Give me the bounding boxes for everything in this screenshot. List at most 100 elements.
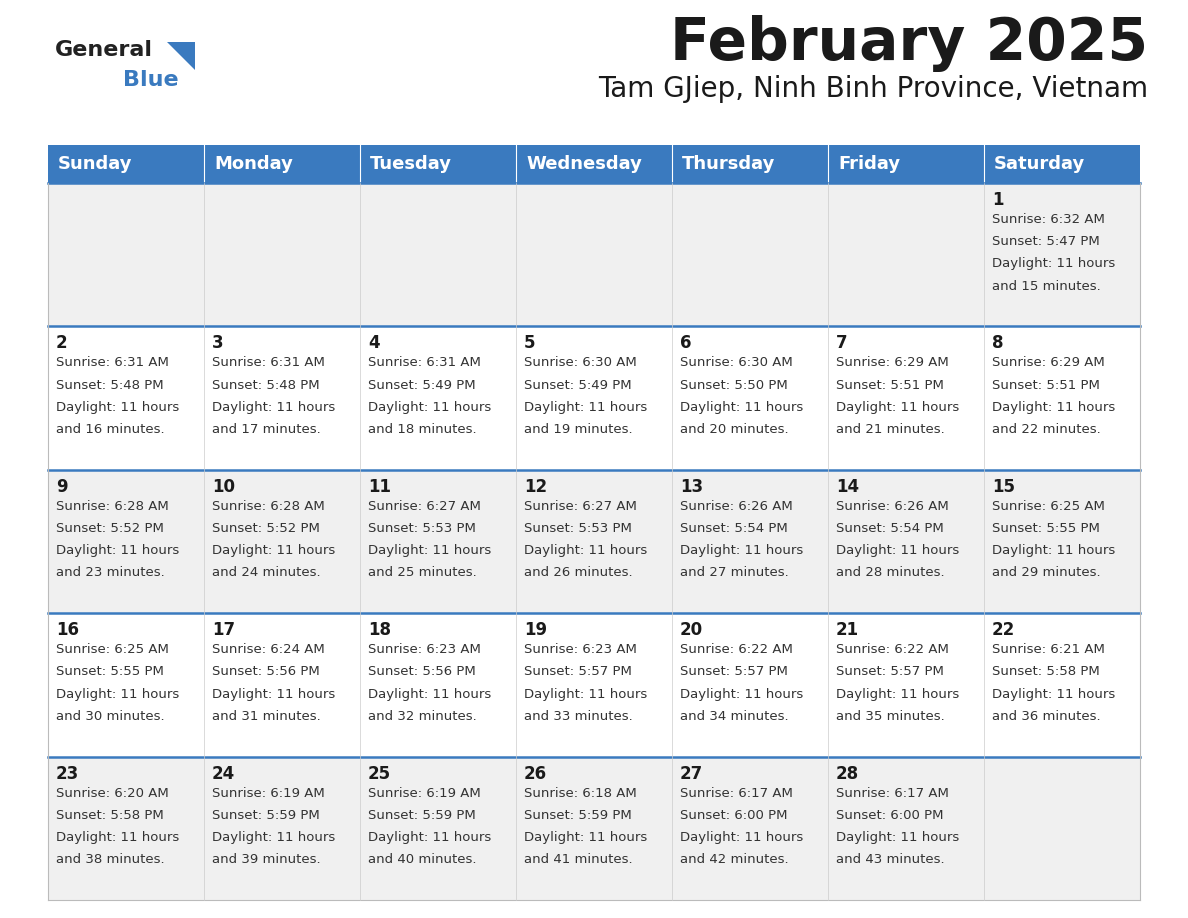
Text: 4: 4 (368, 334, 380, 353)
Text: Sunrise: 6:28 AM: Sunrise: 6:28 AM (56, 499, 169, 513)
Text: and 27 minutes.: and 27 minutes. (680, 566, 789, 579)
Text: Sunset: 5:53 PM: Sunset: 5:53 PM (524, 522, 632, 535)
Bar (360, 756, 516, 900)
Text: Daylight: 11 hours: Daylight: 11 hours (992, 257, 1116, 271)
Bar (360, 470, 516, 613)
Bar (204, 470, 360, 613)
Bar (48, 756, 204, 900)
Text: 19: 19 (524, 621, 548, 639)
Text: 15: 15 (992, 477, 1015, 496)
Text: Daylight: 11 hours: Daylight: 11 hours (836, 401, 959, 414)
Text: Daylight: 11 hours: Daylight: 11 hours (368, 831, 492, 844)
Text: Sunset: 6:00 PM: Sunset: 6:00 PM (836, 809, 943, 822)
Text: Daylight: 11 hours: Daylight: 11 hours (992, 401, 1116, 414)
Bar (360, 145, 516, 183)
Bar (516, 756, 672, 900)
Text: Sunset: 5:54 PM: Sunset: 5:54 PM (836, 522, 943, 535)
Text: Sunrise: 6:17 AM: Sunrise: 6:17 AM (836, 787, 949, 800)
Text: 13: 13 (680, 477, 703, 496)
Text: 17: 17 (211, 621, 235, 639)
Bar (828, 145, 984, 183)
Text: Sunrise: 6:25 AM: Sunrise: 6:25 AM (56, 644, 169, 656)
Text: Sunrise: 6:17 AM: Sunrise: 6:17 AM (680, 787, 792, 800)
Text: Daylight: 11 hours: Daylight: 11 hours (992, 544, 1116, 557)
Text: Daylight: 11 hours: Daylight: 11 hours (680, 544, 803, 557)
Text: Daylight: 11 hours: Daylight: 11 hours (56, 401, 179, 414)
Text: Daylight: 11 hours: Daylight: 11 hours (56, 831, 179, 844)
Text: Thursday: Thursday (682, 155, 776, 173)
Text: and 38 minutes.: and 38 minutes. (56, 854, 165, 867)
Text: Sunrise: 6:22 AM: Sunrise: 6:22 AM (836, 644, 949, 656)
Text: Sunrise: 6:27 AM: Sunrise: 6:27 AM (524, 499, 637, 513)
Text: and 32 minutes.: and 32 minutes. (368, 710, 476, 722)
Text: Sunset: 5:57 PM: Sunset: 5:57 PM (524, 666, 632, 678)
Text: 7: 7 (836, 334, 847, 353)
Bar (672, 470, 828, 613)
Text: and 16 minutes.: and 16 minutes. (56, 423, 165, 436)
Text: 3: 3 (211, 334, 223, 353)
Text: 26: 26 (524, 765, 548, 783)
Text: 23: 23 (56, 765, 80, 783)
Text: Daylight: 11 hours: Daylight: 11 hours (524, 688, 647, 700)
Text: Sunrise: 6:26 AM: Sunrise: 6:26 AM (836, 499, 949, 513)
Text: Sunset: 5:59 PM: Sunset: 5:59 PM (368, 809, 475, 822)
Bar (204, 183, 360, 327)
Text: and 25 minutes.: and 25 minutes. (368, 566, 476, 579)
Text: Sunset: 5:57 PM: Sunset: 5:57 PM (680, 666, 788, 678)
Text: and 15 minutes.: and 15 minutes. (992, 280, 1101, 293)
Bar (828, 183, 984, 327)
Text: Sunrise: 6:19 AM: Sunrise: 6:19 AM (211, 787, 324, 800)
Text: and 34 minutes.: and 34 minutes. (680, 710, 789, 722)
Bar (360, 183, 516, 327)
Bar (48, 470, 204, 613)
Text: and 23 minutes.: and 23 minutes. (56, 566, 165, 579)
Text: Sunset: 5:51 PM: Sunset: 5:51 PM (992, 378, 1100, 392)
Text: and 40 minutes.: and 40 minutes. (368, 854, 476, 867)
Text: and 24 minutes.: and 24 minutes. (211, 566, 321, 579)
Text: 18: 18 (368, 621, 391, 639)
Bar (516, 145, 672, 183)
Text: Daylight: 11 hours: Daylight: 11 hours (680, 688, 803, 700)
Text: Daylight: 11 hours: Daylight: 11 hours (211, 831, 335, 844)
Bar (984, 756, 1140, 900)
Text: Daylight: 11 hours: Daylight: 11 hours (56, 688, 179, 700)
Text: and 36 minutes.: and 36 minutes. (992, 710, 1100, 722)
Text: Tuesday: Tuesday (369, 155, 451, 173)
Text: Saturday: Saturday (994, 155, 1086, 173)
Text: and 35 minutes.: and 35 minutes. (836, 710, 944, 722)
Text: Sunrise: 6:20 AM: Sunrise: 6:20 AM (56, 787, 169, 800)
Bar (828, 470, 984, 613)
Text: Wednesday: Wednesday (526, 155, 642, 173)
Text: Sunset: 6:00 PM: Sunset: 6:00 PM (680, 809, 788, 822)
Text: and 22 minutes.: and 22 minutes. (992, 423, 1101, 436)
Polygon shape (168, 42, 195, 70)
Text: Sunset: 5:59 PM: Sunset: 5:59 PM (211, 809, 320, 822)
Text: Daylight: 11 hours: Daylight: 11 hours (56, 544, 179, 557)
Text: Sunrise: 6:29 AM: Sunrise: 6:29 AM (836, 356, 949, 369)
Text: Daylight: 11 hours: Daylight: 11 hours (368, 544, 492, 557)
Bar (984, 145, 1140, 183)
Bar (204, 613, 360, 756)
Text: 21: 21 (836, 621, 859, 639)
Bar (984, 613, 1140, 756)
Text: and 31 minutes.: and 31 minutes. (211, 710, 321, 722)
Text: 2: 2 (56, 334, 68, 353)
Text: 1: 1 (992, 191, 1004, 209)
Bar (204, 327, 360, 470)
Text: 27: 27 (680, 765, 703, 783)
Text: Sunset: 5:57 PM: Sunset: 5:57 PM (836, 666, 944, 678)
Text: and 28 minutes.: and 28 minutes. (836, 566, 944, 579)
Text: 16: 16 (56, 621, 78, 639)
Bar (672, 613, 828, 756)
Text: Sunrise: 6:27 AM: Sunrise: 6:27 AM (368, 499, 481, 513)
Text: 5: 5 (524, 334, 536, 353)
Text: and 18 minutes.: and 18 minutes. (368, 423, 476, 436)
Text: and 17 minutes.: and 17 minutes. (211, 423, 321, 436)
Text: Daylight: 11 hours: Daylight: 11 hours (524, 544, 647, 557)
Text: 6: 6 (680, 334, 691, 353)
Text: 8: 8 (992, 334, 1004, 353)
Text: Daylight: 11 hours: Daylight: 11 hours (680, 401, 803, 414)
Text: Sunrise: 6:31 AM: Sunrise: 6:31 AM (368, 356, 481, 369)
Text: Sunrise: 6:31 AM: Sunrise: 6:31 AM (56, 356, 169, 369)
Text: Sunrise: 6:22 AM: Sunrise: 6:22 AM (680, 644, 792, 656)
